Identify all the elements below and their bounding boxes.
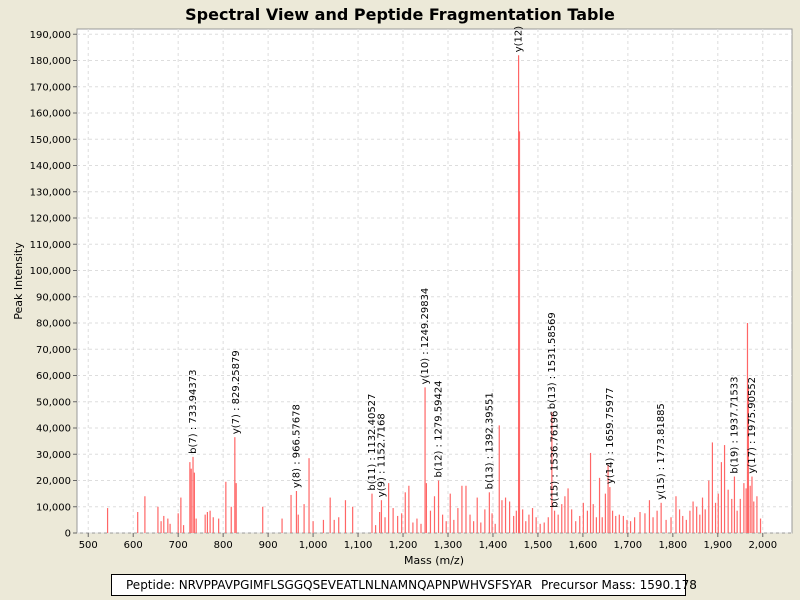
x-tick-label: 800 — [214, 540, 233, 551]
x-tick-label: 1,000 — [299, 540, 328, 551]
y-tick-label: 60,000 — [36, 371, 71, 382]
peak-annotation: b(12) : 1279.59424 — [434, 380, 445, 477]
peaks — [106, 55, 762, 533]
x-tick-label: 1,400 — [479, 540, 508, 551]
y-tick-label: 70,000 — [36, 345, 71, 356]
y-tick-label: 10,000 — [36, 502, 71, 513]
peak-annotation: b(13) : 1392.39551 — [484, 392, 495, 489]
y-tick-label: 120,000 — [30, 214, 71, 225]
x-axis: 500 600 700 800 900 1,000 1,100 1,200 1,300 1,400… — [79, 533, 777, 551]
y-tick-label: 110,000 — [30, 240, 71, 251]
x-tick-label: 2,000 — [748, 540, 777, 551]
x-tick-label: 1,800 — [659, 540, 688, 551]
chart-title: Spectral View and Peptide Fragmentation … — [185, 5, 615, 24]
peak-annotation: y(12) — [514, 26, 525, 53]
peak-annotation: b(19) : 1937.71533 — [729, 377, 740, 474]
x-tick-label: 900 — [259, 540, 278, 551]
x-tick-label: 1,100 — [344, 540, 373, 551]
peak-annotation: b(11) : 1132.40527 — [367, 394, 378, 491]
y-tick-label: 170,000 — [30, 82, 71, 93]
y-tick-label: 140,000 — [30, 161, 71, 172]
y-tick-label: 50,000 — [36, 397, 71, 408]
peak-annotation: y(17) : 1975.90552 — [747, 377, 758, 474]
x-axis-label: Mass (m/z) — [404, 554, 464, 567]
peak-annotation: y(15) : 1773.81885 — [656, 403, 667, 500]
x-tick-label: 1,300 — [434, 540, 463, 551]
x-tick-label: 1,600 — [569, 540, 598, 551]
y-tick-label: 20,000 — [36, 476, 71, 487]
peak-annotation: y(14) : 1659.75977 — [605, 387, 616, 484]
peptide-info-box: Peptide: NRVPPAVPGIMFLSGGQSEVEATLNLNAMNQ… — [111, 574, 697, 596]
x-tick-label: 600 — [124, 540, 143, 551]
peak-annotation: y(10) : 1249.29834 — [420, 288, 431, 385]
peak-annotation: y(9) : 1152.7168 — [376, 413, 387, 497]
x-tick-label: 1,200 — [389, 540, 418, 551]
spectrum-chart: Spectral View and Peptide Fragmentation … — [12, 5, 793, 567]
y-tick-label: 0 — [65, 529, 71, 540]
x-tick-label: 700 — [169, 540, 188, 551]
peak-annotation: y(8) : 966.57678 — [291, 404, 302, 488]
peak-annotation: b(13) : 1531.58569 — [547, 312, 558, 409]
y-tick-label: 80,000 — [36, 319, 71, 330]
grid — [77, 29, 792, 534]
peptide-sequence: Peptide: NRVPPAVPGIMFLSGGQSEVEATLNLNAMNQ… — [126, 578, 533, 592]
y-tick-label: 130,000 — [30, 187, 71, 198]
y-axis-label: Peak Intensity — [12, 242, 25, 320]
x-tick-label: 1,900 — [703, 540, 732, 551]
y-axis: 0 10,000 20,000 30,000 40,000 50,000 60,000 70,… — [30, 30, 77, 540]
peak-annotation: b(7) : 733.94373 — [188, 370, 199, 454]
y-tick-label: 90,000 — [36, 292, 71, 303]
y-tick-label: 150,000 — [30, 135, 71, 146]
precursor-mass: Precursor Mass: 1590.178 — [541, 578, 697, 592]
y-tick-label: 180,000 — [30, 56, 71, 67]
y-tick-label: 190,000 — [30, 30, 71, 41]
y-tick-label: 40,000 — [36, 424, 71, 435]
x-tick-label: 500 — [79, 540, 98, 551]
y-tick-label: 160,000 — [30, 109, 71, 120]
x-tick-label: 1,500 — [524, 540, 553, 551]
y-tick-label: 100,000 — [30, 266, 71, 277]
peak-annotation: y(7) : 829.25879 — [231, 350, 242, 434]
x-tick-label: 1,700 — [614, 540, 643, 551]
peak-annotations: y(7) : 829.25879 b(7) : 733.94373 y(8) : 9… — [188, 26, 758, 508]
y-tick-label: 30,000 — [36, 450, 71, 461]
peak-annotation: b(15) : 1536.76196 — [550, 411, 561, 508]
